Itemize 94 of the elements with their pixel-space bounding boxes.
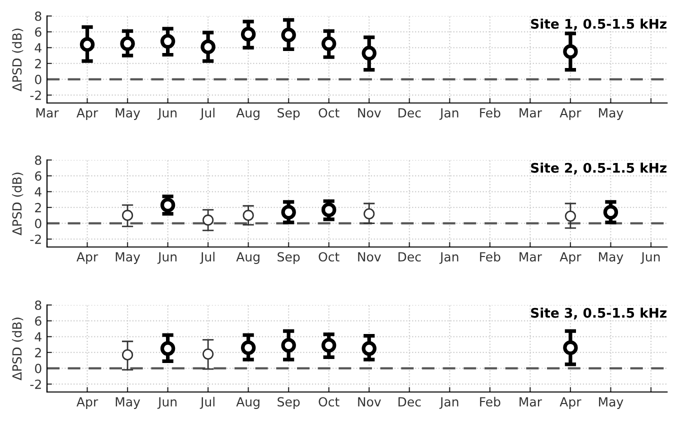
x-tick-label: Feb xyxy=(480,252,500,262)
point xyxy=(321,36,336,52)
x-tick-label: Nov xyxy=(358,252,381,262)
x-tick-label: Apr xyxy=(560,252,582,264)
point xyxy=(321,338,336,353)
x-tick-label: Apr xyxy=(76,252,98,264)
x-tick-label: Mar xyxy=(520,252,542,262)
x-tick-label: Apr xyxy=(560,397,582,409)
x-tick-label: Apr xyxy=(76,108,98,120)
point xyxy=(281,204,296,220)
x-tick-label: May xyxy=(599,397,624,409)
point xyxy=(202,348,214,360)
x-tick-label: Dec xyxy=(398,108,421,118)
chart-title: Site 3, 0.5-1.5 kHz xyxy=(531,308,666,320)
point xyxy=(122,349,134,360)
y-tick-label: 4 xyxy=(34,43,42,52)
x-tick-label: Jan xyxy=(439,397,458,409)
chart-title: Site 2, 0.5-1.5 kHz xyxy=(531,162,666,175)
y-tick-label: 2 xyxy=(35,202,41,212)
x-tick-label: Apr xyxy=(76,397,98,409)
y-tick-label: 6 xyxy=(35,27,42,37)
point xyxy=(240,340,256,356)
x-tick-label: Jul xyxy=(200,108,214,120)
y-axis-title: ΔPSD (dB) xyxy=(12,172,24,236)
x-tick-label: May xyxy=(116,108,140,120)
x-tick-label: Oct xyxy=(318,397,340,407)
x-tick-label: Mar xyxy=(36,108,59,118)
x-tick-label: Jul xyxy=(200,396,214,409)
point xyxy=(321,202,336,218)
point xyxy=(281,28,296,42)
y-axis-title: ΔPSD (dB) xyxy=(12,318,24,380)
x-tick-label: Apr xyxy=(560,108,582,120)
x-tick-label: Nov xyxy=(358,108,381,118)
point xyxy=(202,214,214,226)
x-tick-label: Jun xyxy=(157,108,176,120)
y-tick-label: 2 xyxy=(35,348,41,358)
x-tick-label: Jun xyxy=(640,252,660,264)
x-tick-label: May xyxy=(116,397,140,409)
x-tick-label: May xyxy=(599,252,624,264)
x-tick-label: May xyxy=(116,252,140,264)
x-tick-label: Sep xyxy=(278,252,300,264)
x-tick-label: Oct xyxy=(318,252,340,262)
x-tick-label: Jul xyxy=(200,252,214,264)
x-tick-label: Feb xyxy=(480,108,500,118)
point xyxy=(281,338,296,353)
x-tick-label: Sep xyxy=(278,397,300,409)
x-tick-label: Aug xyxy=(236,397,260,409)
point xyxy=(120,36,135,52)
point xyxy=(160,198,176,212)
x-tick-label: Mar xyxy=(520,108,542,118)
y-tick-label: -2 xyxy=(30,380,41,389)
point xyxy=(564,210,576,222)
x-tick-label: Feb xyxy=(480,396,500,407)
y-tick-label: 0 xyxy=(35,74,42,84)
point xyxy=(563,44,578,59)
y-tick-label: -2 xyxy=(30,234,41,244)
x-tick-label: Aug xyxy=(236,252,260,264)
x-tick-label: Dec xyxy=(398,252,421,262)
x-tick-label: May xyxy=(599,108,624,120)
x-tick-label: Jan xyxy=(439,252,458,264)
y-tick-label: 4 xyxy=(34,332,42,342)
point xyxy=(362,46,376,61)
point xyxy=(200,39,216,54)
y-tick-label: 0 xyxy=(35,364,42,374)
x-tick-label: Dec xyxy=(398,397,421,407)
y-tick-label: 8 xyxy=(35,300,42,310)
point xyxy=(242,210,254,221)
x-tick-label: Oct xyxy=(318,108,340,118)
y-tick-label: 8 xyxy=(35,11,42,21)
y-tick-label: 6 xyxy=(35,316,42,326)
chart-title: Site 1, 0.5-1.5 kHz xyxy=(531,18,666,31)
x-tick-label: Jun xyxy=(157,252,176,264)
point xyxy=(362,341,376,356)
y-axis-title: ΔPSD (dB) xyxy=(12,28,24,92)
point xyxy=(364,208,375,220)
x-tick-label: Jan xyxy=(439,108,458,120)
x-tick-label: Sep xyxy=(278,108,300,120)
y-tick-label: 2 xyxy=(35,58,41,68)
point xyxy=(160,34,176,49)
point xyxy=(240,26,256,42)
x-tick-label: Mar xyxy=(520,397,542,407)
y-tick-label: 4 xyxy=(34,187,42,196)
point xyxy=(603,204,618,220)
y-tick-label: -2 xyxy=(30,90,41,100)
x-tick-label: Jun xyxy=(157,397,176,409)
x-tick-label: Aug xyxy=(236,108,260,120)
point xyxy=(160,341,176,356)
y-tick-label: 8 xyxy=(35,155,42,165)
point xyxy=(122,210,134,221)
point xyxy=(80,37,95,52)
y-tick-label: 6 xyxy=(35,171,42,181)
x-tick-label: Nov xyxy=(358,397,381,407)
y-tick-label: 0 xyxy=(35,218,42,228)
point xyxy=(563,340,578,356)
